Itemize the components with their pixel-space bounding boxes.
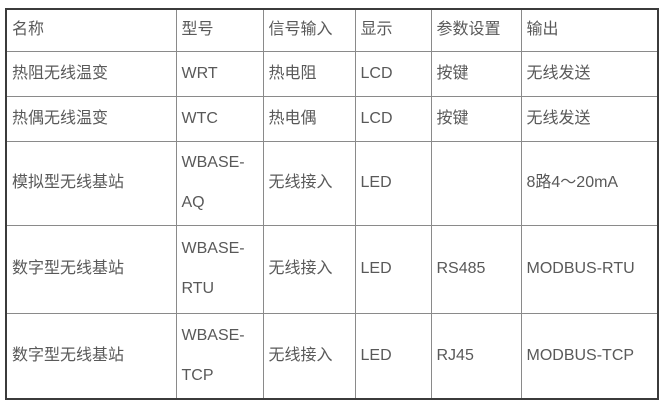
cell-param-setting: 按键 — [430, 50, 522, 97]
cell-name: 数字型无线基站 — [5, 224, 177, 314]
cell-signal-input: 无线接入 — [262, 224, 356, 314]
cell-display: LED — [354, 312, 432, 400]
cell-param-setting: RS485 — [430, 224, 522, 314]
cell-output: 无线发送 — [520, 50, 659, 97]
column-header-name: 名称 — [5, 8, 177, 52]
cell-model: WBASE-RTU — [175, 224, 264, 314]
column-header-model: 型号 — [175, 8, 264, 52]
cell-signal-input: 热电阻 — [262, 50, 356, 97]
cell-output: MODBUS-RTU — [520, 224, 659, 314]
table-header-row: 名称 型号 信号输入 显示 参数设置 输出 — [5, 8, 659, 52]
cell-param-setting: RJ45 — [430, 312, 522, 400]
column-header-signal-input: 信号输入 — [262, 8, 356, 52]
column-header-output: 输出 — [520, 8, 659, 52]
spec-table-container: 名称 型号 信号输入 显示 参数设置 输出 热阻无线温变 WRT 热电阻 LCD… — [5, 8, 667, 400]
cell-display: LED — [354, 140, 432, 226]
cell-model: WBASE-AQ — [175, 140, 264, 226]
cell-param-setting — [430, 140, 522, 226]
cell-model: WBASE-TCP — [175, 312, 264, 400]
table-row: 模拟型无线基站 WBASE-AQ 无线接入 LED 8路4～20mA — [5, 140, 659, 226]
column-header-param-setting: 参数设置 — [430, 8, 522, 52]
cell-display: LCD — [354, 95, 432, 142]
cell-name: 模拟型无线基站 — [5, 140, 177, 226]
cell-signal-input: 无线接入 — [262, 140, 356, 226]
cell-signal-input: 无线接入 — [262, 312, 356, 400]
cell-model: WRT — [175, 50, 264, 97]
product-spec-table: 名称 型号 信号输入 显示 参数设置 输出 热阻无线温变 WRT 热电阻 LCD… — [5, 8, 659, 400]
table-row: 数字型无线基站 WBASE-RTU 无线接入 LED RS485 MODBUS-… — [5, 224, 659, 314]
cell-display: LCD — [354, 50, 432, 97]
cell-display: LED — [354, 224, 432, 314]
cell-name: 数字型无线基站 — [5, 312, 177, 400]
cell-name: 热偶无线温变 — [5, 95, 177, 142]
cell-param-setting: 按键 — [430, 95, 522, 142]
column-header-display: 显示 — [354, 8, 432, 52]
cell-model: WTC — [175, 95, 264, 142]
table-row: 热偶无线温变 WTC 热电偶 LCD 按键 无线发送 — [5, 95, 659, 142]
table-row: 热阻无线温变 WRT 热电阻 LCD 按键 无线发送 — [5, 50, 659, 97]
table-row: 数字型无线基站 WBASE-TCP 无线接入 LED RJ45 MODBUS-T… — [5, 312, 659, 400]
cell-output: MODBUS-TCP — [520, 312, 659, 400]
cell-output: 8路4～20mA — [520, 140, 659, 226]
cell-signal-input: 热电偶 — [262, 95, 356, 142]
cell-output: 无线发送 — [520, 95, 659, 142]
cell-name: 热阻无线温变 — [5, 50, 177, 97]
